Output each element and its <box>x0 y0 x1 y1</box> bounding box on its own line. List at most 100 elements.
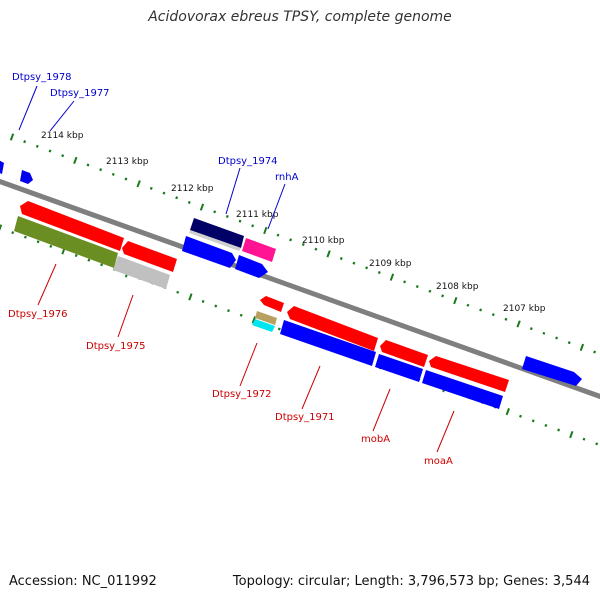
minor-tick <box>415 285 419 289</box>
major-tick <box>569 430 574 439</box>
leader-line <box>18 85 38 131</box>
gene-label-reverse[interactable]: moaA <box>424 456 453 467</box>
major-tick <box>0 224 3 231</box>
minor-tick <box>339 257 343 261</box>
gene-arrow-forward[interactable] <box>280 320 376 366</box>
leader-line <box>267 183 286 230</box>
minor-tick <box>466 303 470 307</box>
major-tick <box>263 226 268 235</box>
minor-tick <box>519 414 522 418</box>
gene-arrow-reverse[interactable] <box>380 340 428 367</box>
leader-line <box>436 410 455 453</box>
minor-tick <box>176 290 180 294</box>
major-tick <box>453 296 458 305</box>
minor-tick <box>593 350 597 354</box>
minor-tick <box>23 140 27 144</box>
gene-label-reverse[interactable]: Dtpsy_1972 <box>212 389 272 400</box>
gene-label-forward[interactable]: Dtpsy_1978 <box>12 72 72 83</box>
kbp-label: 2114 kbp <box>41 131 84 141</box>
leader-line <box>225 167 241 215</box>
map-title: Acidovorax ebreus TPSY, complete genome <box>148 9 452 25</box>
reverse-genes <box>14 201 509 392</box>
minor-tick <box>87 258 91 262</box>
leader-lines <box>18 85 455 453</box>
gene-label-reverse[interactable]: Dtpsy_1971 <box>275 412 335 423</box>
gene-arrow-forward[interactable] <box>422 370 503 409</box>
minor-tick <box>403 280 407 284</box>
minor-tick <box>582 437 586 441</box>
minor-tick <box>314 247 318 251</box>
gene-arrow-forward[interactable] <box>242 238 276 262</box>
gene-arrow-forward[interactable] <box>182 236 236 268</box>
gene-label-reverse[interactable]: Dtpsy_1975 <box>86 341 146 352</box>
major-tick <box>136 180 141 188</box>
major-tick <box>579 343 585 351</box>
minor-tick <box>557 428 561 432</box>
gene-arrow-reverse[interactable] <box>14 216 118 268</box>
minor-tick <box>277 327 281 331</box>
minor-tick <box>35 144 39 148</box>
gene-arrow-reverse[interactable] <box>122 241 177 272</box>
gene-arrow-forward[interactable] <box>0 158 4 174</box>
minor-tick <box>529 327 533 331</box>
gene-label-forward[interactable]: Dtpsy_1977 <box>50 88 110 99</box>
major-tick <box>326 250 331 258</box>
minor-tick <box>377 271 381 275</box>
forward-gene-labels: Dtpsy_1978 Dtpsy_1977 Dtpsy_1974 rnhA <box>12 72 299 183</box>
gene-arrow-reverse[interactable] <box>287 306 378 351</box>
minor-tick <box>479 308 483 312</box>
minor-tick <box>441 294 445 298</box>
gene-label-reverse[interactable]: mobA <box>361 434 390 445</box>
gene-arrow-reverse[interactable] <box>20 201 124 251</box>
kbp-label: 2111 kbp <box>236 210 279 220</box>
major-tick <box>389 273 395 281</box>
kbp-label: 2113 kbp <box>106 157 149 167</box>
minor-tick <box>276 233 280 237</box>
major-tick <box>188 293 193 301</box>
genome-backbone <box>0 178 600 400</box>
gene-arrow-forward[interactable] <box>189 230 241 251</box>
minor-tick <box>595 442 599 446</box>
gene-arrow-forward[interactable] <box>375 354 423 382</box>
minor-tick <box>238 219 242 223</box>
gene-arrow-reverse[interactable] <box>255 311 277 325</box>
minor-tick <box>555 336 559 340</box>
gene-arrow-forward[interactable] <box>20 170 33 184</box>
minor-tick <box>187 200 191 204</box>
gene-arrow-reverse[interactable] <box>252 319 275 332</box>
minor-tick <box>567 341 571 345</box>
gene-label-reverse[interactable]: Dtpsy_1976 <box>8 309 68 320</box>
minor-tick <box>504 317 508 321</box>
gene-arrow-forward[interactable] <box>235 255 268 278</box>
minor-tick <box>86 163 90 167</box>
minor-tick <box>99 168 103 172</box>
gene-arrow-reverse[interactable] <box>113 256 170 289</box>
minor-tick <box>225 214 229 218</box>
minor-tick <box>175 196 179 200</box>
minor-tick <box>162 191 166 195</box>
leader-line <box>37 263 57 306</box>
minor-tick <box>100 263 104 267</box>
major-tick <box>516 320 521 328</box>
major-tick <box>505 408 510 416</box>
minor-tick <box>74 254 78 258</box>
gene-arrow-forward[interactable] <box>522 356 582 386</box>
minor-tick <box>301 243 305 246</box>
major-tick <box>9 133 15 141</box>
leader-line <box>301 365 321 410</box>
gene-label-forward[interactable]: rnhA <box>275 172 299 183</box>
gene-arrow-reverse[interactable] <box>429 356 509 392</box>
minor-tick <box>213 210 217 214</box>
gene-label-forward[interactable]: Dtpsy_1974 <box>218 156 278 167</box>
kbp-labels: 2114 kbp 2113 kbp 2112 kbp 2111 kbp 2110… <box>41 131 546 314</box>
kbp-label: 2108 kbp <box>436 282 479 292</box>
minor-tick <box>111 172 115 176</box>
minor-tick <box>542 331 546 335</box>
minor-tick <box>491 313 495 317</box>
gene-arrow-forward[interactable] <box>190 218 244 248</box>
minor-tick <box>36 240 40 244</box>
gene-arrow-reverse[interactable] <box>260 296 284 312</box>
minor-tick <box>201 299 205 303</box>
